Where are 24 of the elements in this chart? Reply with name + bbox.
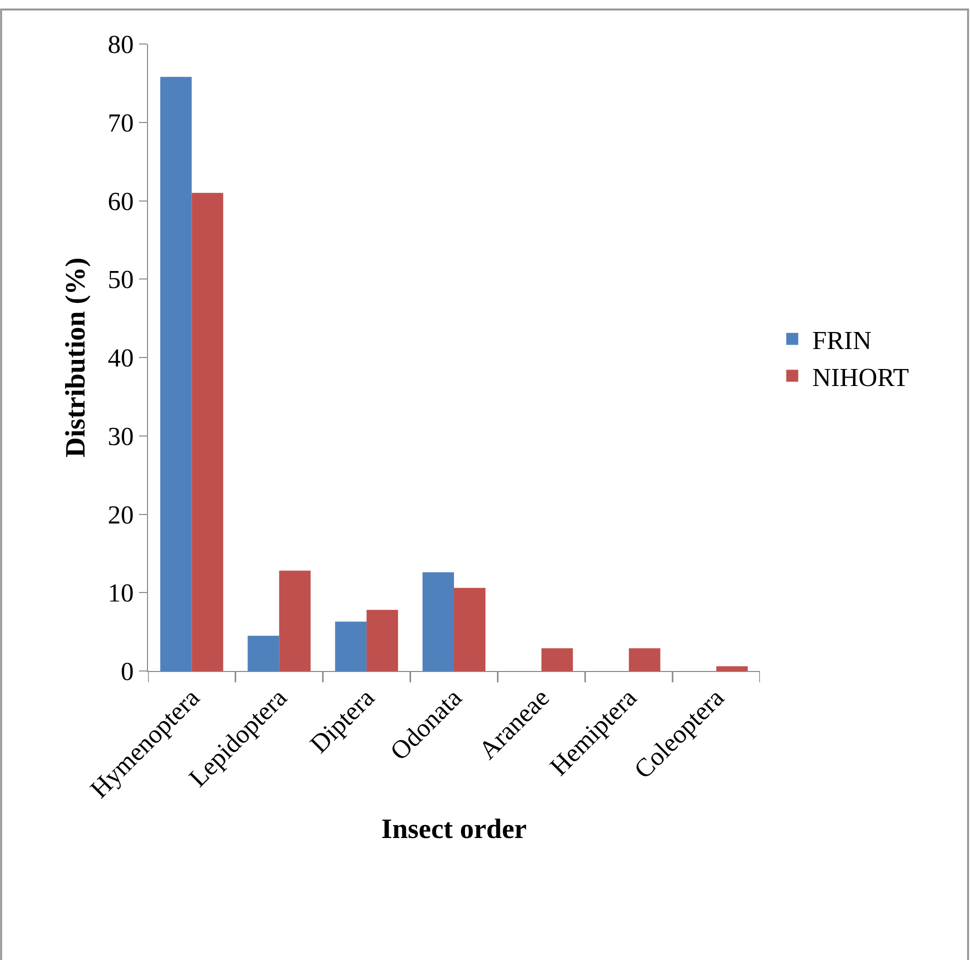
bar: [160, 76, 192, 671]
y-tick-label: 60: [108, 186, 134, 216]
bar: [335, 622, 367, 671]
legend-label: NIHORT: [812, 362, 910, 392]
y-tick-label: 50: [108, 265, 134, 294]
bar: [366, 610, 398, 671]
y-axis-title: Distribution (%): [60, 258, 92, 458]
bar: [248, 636, 280, 671]
legend-label: FRIN: [812, 326, 872, 356]
y-tick-label: 20: [108, 500, 134, 530]
bar: [454, 588, 486, 671]
y-tick-label: 80: [108, 30, 134, 60]
bar: [628, 648, 660, 671]
y-tick-label: 70: [108, 108, 134, 138]
y-tick-label: 30: [108, 422, 134, 451]
x-axis-title: Insect order: [381, 814, 527, 845]
y-tick-label: 40: [108, 344, 134, 373]
y-tick-label: 10: [108, 578, 134, 608]
bar: [192, 192, 224, 671]
y-tick-label: 0: [120, 657, 134, 686]
bar: [541, 648, 573, 671]
bar: [716, 666, 748, 671]
bar: [422, 572, 454, 671]
bar: [279, 570, 311, 671]
